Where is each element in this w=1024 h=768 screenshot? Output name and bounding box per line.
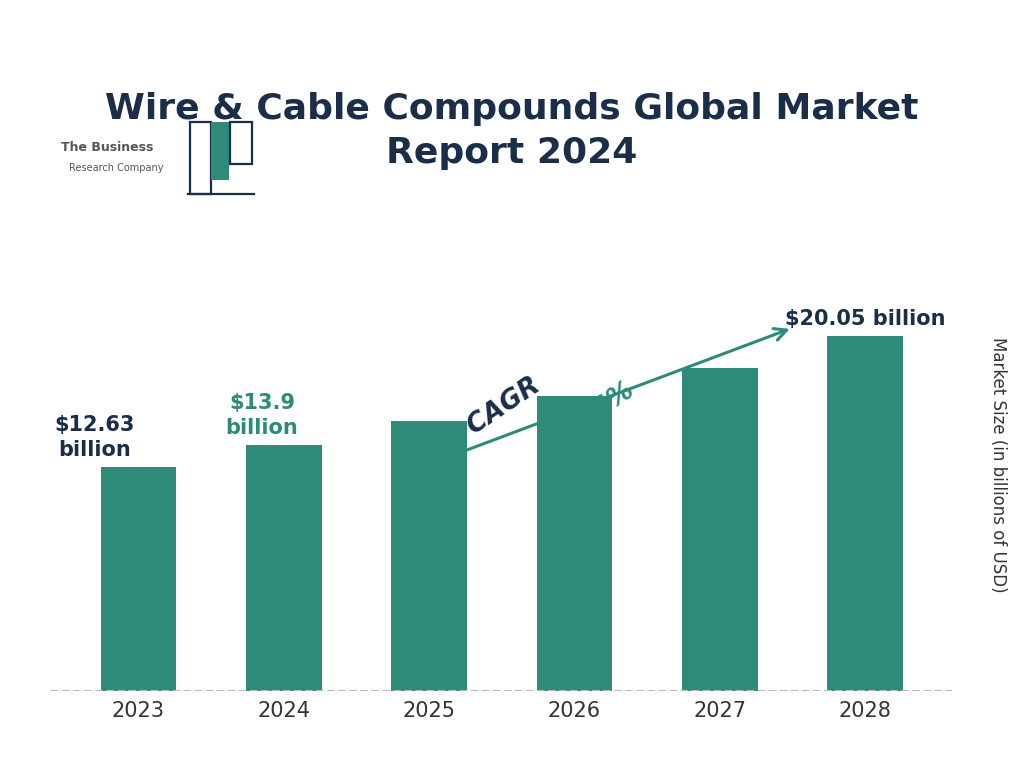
Bar (100, 468, 176, 691)
Text: 9.6%: 9.6% (564, 376, 639, 439)
Bar (211, 122, 229, 180)
Bar (682, 368, 758, 691)
Bar (230, 122, 252, 164)
Bar (246, 445, 322, 691)
Bar (537, 396, 612, 691)
Text: $13.9
billion: $13.9 billion (225, 393, 298, 438)
Text: CAGR: CAGR (463, 368, 553, 440)
Text: Market Size (in billions of USD): Market Size (in billions of USD) (989, 337, 1008, 592)
Text: The Business: The Business (61, 141, 154, 154)
Bar (827, 336, 903, 691)
Text: Research Company: Research Company (69, 163, 164, 174)
Text: $12.63
billion: $12.63 billion (54, 415, 135, 460)
Text: $20.05 billion: $20.05 billion (784, 309, 945, 329)
Bar (391, 422, 467, 691)
Text: Wire & Cable Compounds Global Market
Report 2024: Wire & Cable Compounds Global Market Rep… (105, 92, 919, 170)
Bar (190, 122, 211, 194)
